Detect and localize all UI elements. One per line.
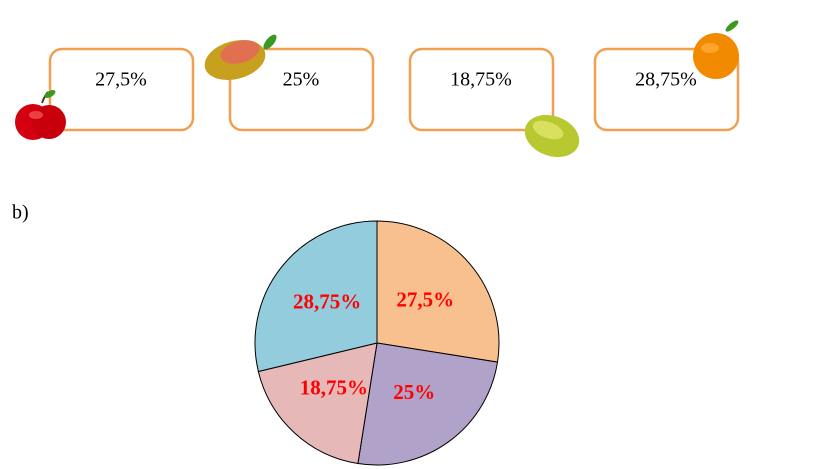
box-text: 27,5% (95, 69, 147, 91)
box-text: 25% (283, 69, 320, 91)
apple-icon (15, 90, 66, 140)
slice-label: 27,5% (396, 288, 454, 312)
pie-slice (257, 342, 378, 465)
answer-box (228, 47, 375, 132)
answer-box (48, 47, 195, 132)
orange-icon (693, 20, 739, 79)
box-text: 28,75% (635, 69, 697, 91)
pie-slice (376, 220, 500, 363)
mango-icon (204, 34, 277, 81)
answer-box (408, 47, 555, 132)
slice-label: 28,75% (293, 290, 361, 314)
pie-slice (254, 220, 378, 373)
box-text: 18,75% (450, 69, 512, 91)
starfruit-icon (524, 114, 580, 158)
part-label: b) (12, 202, 29, 224)
pie-slice (357, 342, 499, 466)
boxes: 27,5% 25% 18,75% 28,75% (48, 47, 740, 132)
slice-label: 18,75% (300, 375, 368, 399)
slice-label: 25% (393, 380, 435, 404)
pie-chart: 27,5% 25% 18,75% 28,75% (254, 220, 500, 466)
